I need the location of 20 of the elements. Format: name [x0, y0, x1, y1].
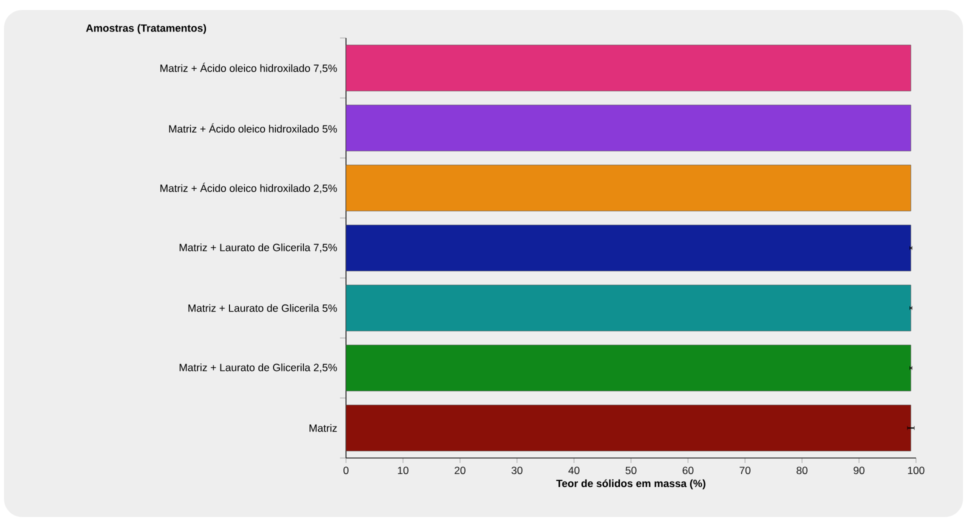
x-tick-label: 70 — [740, 466, 750, 474]
y-tick-label: Matriz + Laurato de Glicerila 5% — [188, 304, 337, 312]
x-tick-label: 90 — [854, 466, 864, 474]
x-tick-label: 50 — [626, 466, 636, 474]
y-tick-label: Matriz — [310, 424, 337, 432]
x-tick-label: 60 — [682, 466, 694, 474]
x-tick-label: 40 — [568, 466, 580, 474]
y-tick-label: Matriz + Ácido oleico hidroxilado 7,5% — [160, 62, 337, 74]
x-tick-label: 0 — [343, 466, 349, 474]
x-tick-label: 100 — [908, 466, 924, 474]
y-tick-label: Matriz + Ácido oleico hidroxilado 2,5% — [160, 182, 337, 194]
x-tick-label: 80 — [796, 466, 808, 474]
y-axis-title: Amostras (Tratamentos) — [86, 24, 206, 34]
x-tick-label: 30 — [512, 466, 522, 474]
x-axis-title: Teor de sólidos em massa (%) — [556, 479, 706, 490]
y-tick-label: Matriz + Laurato de Glicerila 2,5% — [180, 364, 337, 372]
x-tick-label: 10 — [398, 466, 408, 474]
x-tick-label: 20 — [454, 466, 466, 474]
y-tick-label: Matriz + Laurato de Glicerila 7,5% — [180, 244, 337, 252]
y-tick-label: Matriz + Ácido oleico hidroxilado 5% — [169, 123, 337, 133]
